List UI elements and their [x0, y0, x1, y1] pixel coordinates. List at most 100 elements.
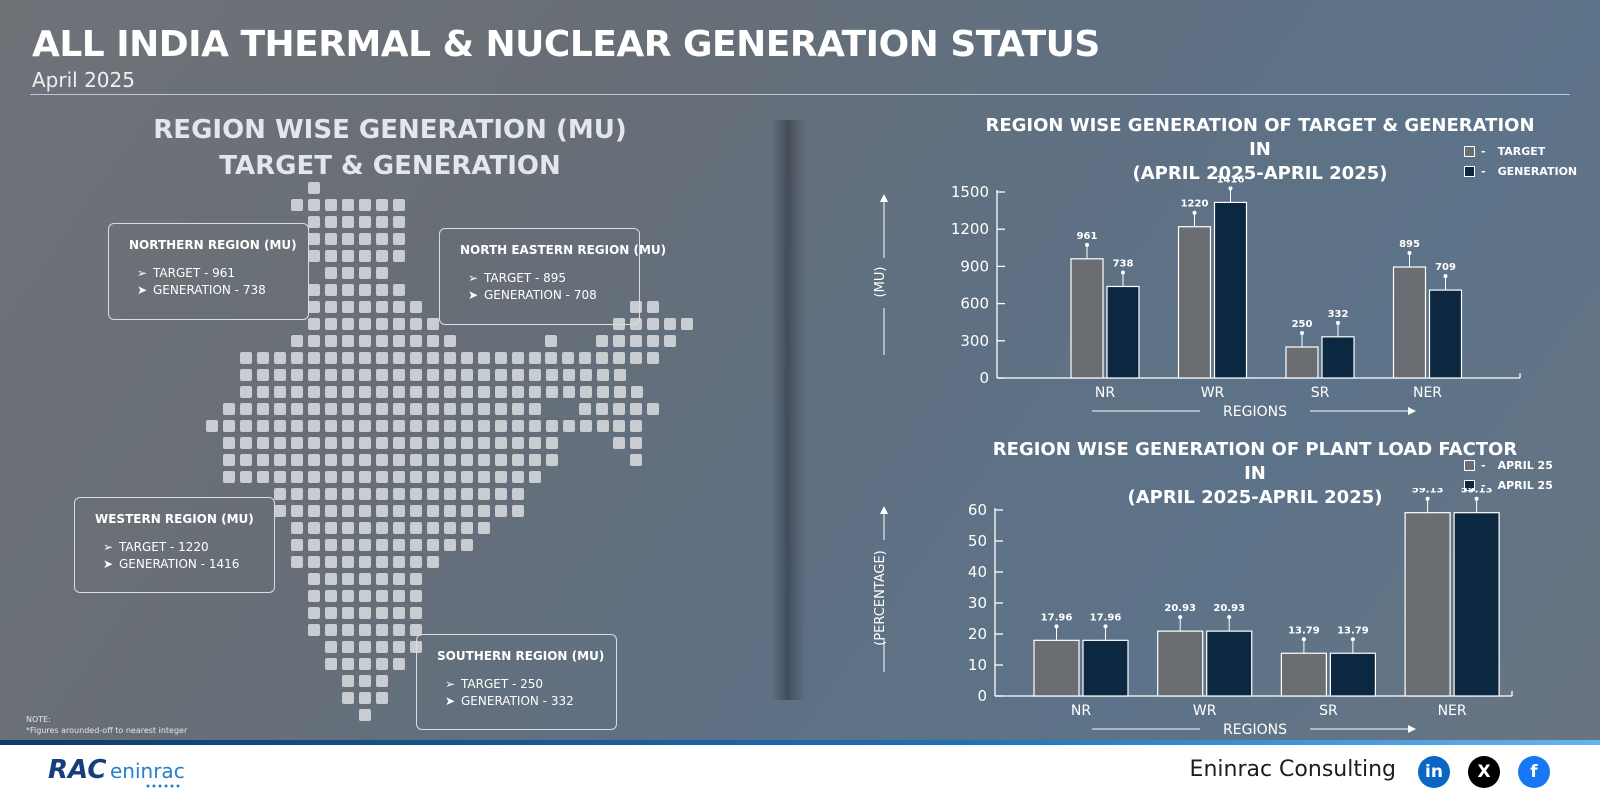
map-tile	[359, 556, 371, 568]
linkedin-icon[interactable]: in	[1418, 756, 1450, 788]
map-tile	[308, 335, 320, 347]
map-tile	[359, 318, 371, 330]
north-eastern-region-box: NORTH EASTERN REGION (MU) ➢ TARGET - 895 …	[439, 228, 666, 325]
map-tile	[393, 641, 405, 653]
map-tile	[257, 403, 269, 415]
map-tile	[630, 403, 642, 415]
data-label: 20.93	[1164, 603, 1196, 614]
map-tile	[427, 420, 439, 432]
map-tile	[461, 488, 473, 500]
data-label-dot	[1121, 270, 1125, 275]
map-tile	[342, 488, 354, 500]
map-tile	[512, 505, 524, 517]
map-tile	[427, 454, 439, 466]
map-tile	[325, 335, 337, 347]
map-tile	[240, 437, 252, 449]
map-tile	[325, 624, 337, 636]
map-tile	[325, 250, 337, 262]
map-tile	[257, 420, 269, 432]
map-tile	[579, 403, 591, 415]
map-tile	[342, 675, 354, 687]
bar-sr-0	[1285, 346, 1319, 379]
bar-wr-1	[1206, 630, 1253, 697]
map-tile	[444, 471, 456, 483]
map-tile	[393, 539, 405, 551]
map-tile	[410, 318, 422, 330]
map-tile	[308, 318, 320, 330]
map-tile	[427, 556, 439, 568]
map-tile	[274, 352, 286, 364]
map-tile	[274, 403, 286, 415]
map-tile	[529, 352, 541, 364]
x-tick-label: WR	[1201, 385, 1225, 401]
map-tile	[529, 369, 541, 381]
map-tile	[444, 420, 456, 432]
y-tick-label: 60	[968, 501, 987, 519]
map-tile	[308, 250, 320, 262]
data-label: 332	[1328, 309, 1349, 320]
data-label-dot	[1336, 320, 1340, 325]
map-tile	[393, 216, 405, 228]
x-tick-label: NER	[1413, 385, 1442, 401]
map-tile	[444, 369, 456, 381]
map-tile	[308, 182, 320, 194]
map-tile	[478, 505, 490, 517]
map-tile	[596, 352, 608, 364]
map-tile	[359, 335, 371, 347]
region-title: SOUTHERN REGION (MU)	[437, 649, 605, 663]
map-tile	[308, 505, 320, 517]
map-tile	[393, 250, 405, 262]
legend-swatch-april-b	[1464, 479, 1475, 491]
map-tile	[410, 437, 422, 449]
map-tile	[529, 454, 541, 466]
southern-region-box: SOUTHERN REGION (MU) ➢ TARGET - 250 ➤ GENE…	[416, 634, 617, 730]
map-tile	[410, 369, 422, 381]
map-tile	[444, 437, 456, 449]
map-tile	[410, 624, 422, 636]
map-title: REGION WISE GENERATION (MU) TARGET & GEN…	[130, 112, 650, 184]
bar-sr-0	[1280, 652, 1327, 697]
x-tick-label: NER	[1438, 703, 1467, 719]
x-icon[interactable]: X	[1468, 756, 1500, 788]
map-tile	[495, 369, 507, 381]
map-tile	[376, 454, 388, 466]
data-label-dot	[1300, 331, 1304, 335]
chart1-title: REGION WISE GENERATION OF TARGET & GENER…	[980, 114, 1540, 186]
map-tile	[495, 352, 507, 364]
bar-wr-0	[1157, 630, 1204, 697]
map-tile	[308, 216, 320, 228]
map-tile	[359, 488, 371, 500]
map-tile	[495, 471, 507, 483]
map-tile	[529, 471, 541, 483]
bar-ner-1	[1428, 289, 1463, 379]
y-tick-label: 1500	[951, 183, 989, 201]
legend-label: GENERATION	[1497, 164, 1578, 178]
map-tile	[240, 454, 252, 466]
facebook-icon[interactable]: f	[1518, 756, 1550, 788]
map-tile	[291, 471, 303, 483]
map-tile	[427, 488, 439, 500]
region-target: TARGET - 250	[461, 677, 544, 691]
map-tile	[376, 624, 388, 636]
map-tile	[325, 199, 337, 211]
map-tile	[206, 420, 218, 432]
map-tile	[359, 420, 371, 432]
map-tile	[325, 505, 337, 517]
map-tile	[563, 420, 575, 432]
map-tile	[410, 386, 422, 398]
map-tile	[461, 505, 473, 517]
logo-icon: RAC eninrac	[48, 755, 185, 788]
map-tile	[342, 335, 354, 347]
map-tile	[596, 403, 608, 415]
map-tile	[342, 607, 354, 619]
map-tile	[291, 454, 303, 466]
map-tile	[393, 590, 405, 602]
map-tile	[410, 505, 422, 517]
region-generation: GENERATION - 1416	[119, 557, 240, 571]
map-tile	[325, 369, 337, 381]
map-tile	[359, 233, 371, 245]
bar-wr-0	[1177, 226, 1212, 379]
y-tick-label: 1200	[951, 220, 989, 238]
legend-item: - TARGET	[1464, 141, 1577, 161]
map-tile	[342, 403, 354, 415]
